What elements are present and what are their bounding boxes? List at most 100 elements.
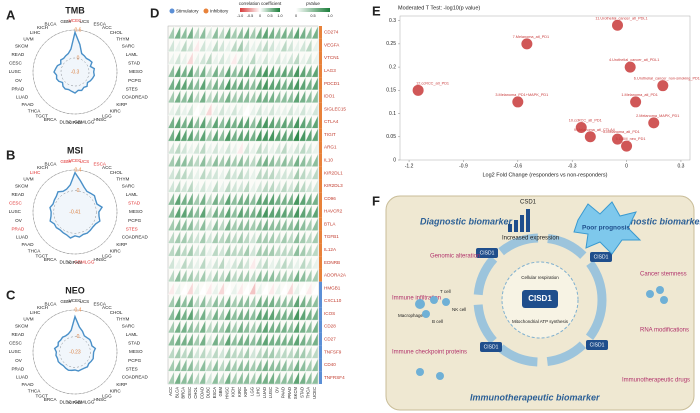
row-group-strip <box>319 153 322 167</box>
heatmap-cell <box>236 358 244 372</box>
heatmap-cell <box>267 89 275 103</box>
heatmap-cell <box>292 281 300 295</box>
heatmap-cell <box>305 320 312 334</box>
point-label: 9.Melanoma_atl_CTLA4 <box>574 128 615 132</box>
heatmap-cell <box>299 89 306 103</box>
heatmap-cell <box>280 268 287 282</box>
heatmap-cell <box>167 345 175 359</box>
heatmap-cell <box>180 230 187 244</box>
radar-category-label: LAML <box>126 332 138 337</box>
radar-category-label: PRAD <box>11 87 24 92</box>
heatmap-cell <box>305 217 312 231</box>
label: Increased expression <box>502 236 559 242</box>
heatmap-cell <box>217 268 225 282</box>
radar-category-label: COADREAD <box>122 235 149 240</box>
heatmap-cell <box>280 89 287 103</box>
heatmap-cell <box>217 64 225 78</box>
heatmap-cell <box>280 217 287 231</box>
heatmap-cell <box>280 230 287 244</box>
heatmap-cell <box>299 204 306 218</box>
point <box>612 133 623 145</box>
column-label: OV <box>274 387 279 393</box>
heatmap-cell <box>292 25 300 39</box>
heatmap-cell <box>292 192 300 206</box>
heatmap-cell <box>249 51 256 65</box>
heatmap-cell <box>211 77 219 91</box>
heatmap-cell <box>167 153 175 167</box>
heatmap-cell <box>305 281 312 295</box>
heatmap-cell <box>255 230 262 244</box>
row-group-strip <box>319 294 322 308</box>
heatmap-cell <box>299 38 306 52</box>
heatmap-cell <box>255 256 262 270</box>
heatmap-cell <box>186 192 194 206</box>
point-label: 7.Melanoma_atl_PD1 <box>513 35 550 39</box>
heatmap-cell <box>286 115 294 129</box>
heatmap-cell <box>186 51 194 65</box>
heatmap-cell <box>205 345 212 359</box>
heatmap-cell <box>305 204 312 218</box>
heatmap-cell <box>174 77 181 91</box>
heatmap-cell <box>192 320 200 334</box>
radar-category-label: COADREAD <box>122 95 149 100</box>
radar-category-label: DLBC <box>59 119 72 124</box>
heatmap-cell <box>305 89 312 103</box>
heatmap-cell <box>255 64 262 78</box>
heatmap-cell <box>274 192 281 206</box>
heatmap-cell <box>299 166 306 180</box>
heatmap-cell <box>299 320 306 334</box>
heatmap-cell <box>280 371 287 385</box>
heatmap-cell <box>230 153 237 167</box>
point-label: 3.Melanoma_PD1+MAPK_PD1 <box>495 93 548 97</box>
heatmap-cell <box>230 141 237 155</box>
heatmap-cell <box>267 115 275 129</box>
heatmap-cell <box>230 345 237 359</box>
label: Immunotherapeutic drugs <box>622 378 690 384</box>
heatmap-cell <box>261 204 269 218</box>
heatmap-cell <box>192 128 200 142</box>
heatmap-cell <box>236 371 244 385</box>
heatmap-cell <box>192 38 200 52</box>
heatmap-cell <box>236 192 244 206</box>
heatmap-cell <box>224 89 231 103</box>
heatmap-cell <box>292 128 300 142</box>
column-label: LUAD <box>262 387 267 398</box>
heatmap-cell <box>236 102 244 116</box>
heatmap-cell <box>255 358 262 372</box>
heatmap-cell <box>224 38 231 52</box>
heatmap-cell <box>192 179 200 193</box>
heatmap-cell <box>217 102 225 116</box>
radar-category-label: LUAD <box>16 235 29 240</box>
radar-category-label: GBMLGG <box>74 119 95 124</box>
heatmap-cell <box>192 371 200 385</box>
burst-label: Poor prognosis <box>582 225 630 232</box>
bar-icon <box>508 209 530 232</box>
heatmap-cell <box>249 77 256 91</box>
heatmap-cell <box>292 77 300 91</box>
heatmap-cell <box>224 128 231 142</box>
heatmap-cell <box>261 102 269 116</box>
heatmap-cell <box>211 217 219 231</box>
heatmap-cell <box>286 320 294 334</box>
heatmap-cell <box>236 332 244 346</box>
heatmap-cell <box>311 25 319 39</box>
heatmap-cell <box>192 204 200 218</box>
radar-category-label: LUSC <box>9 349 22 354</box>
radar-category-label: MESO <box>129 69 143 74</box>
heatmap-cell <box>249 268 256 282</box>
radar-category-label: OV <box>15 78 23 83</box>
point <box>648 117 660 129</box>
point <box>621 140 633 152</box>
row-label: CXCL10 <box>324 298 342 303</box>
heatmap-cell <box>299 77 306 91</box>
heatmap-cell <box>180 320 187 334</box>
heatmap-cell <box>305 268 312 282</box>
heatmap-cell <box>249 102 256 116</box>
radar-line <box>53 30 96 94</box>
heatmap-cell <box>211 51 219 65</box>
heatmap-cell <box>205 102 212 116</box>
heatmap-cell <box>167 294 175 308</box>
heatmap-cell <box>274 128 281 142</box>
row-label: TNFSF9 <box>324 349 342 354</box>
radar-category-label: STAD <box>128 200 141 205</box>
